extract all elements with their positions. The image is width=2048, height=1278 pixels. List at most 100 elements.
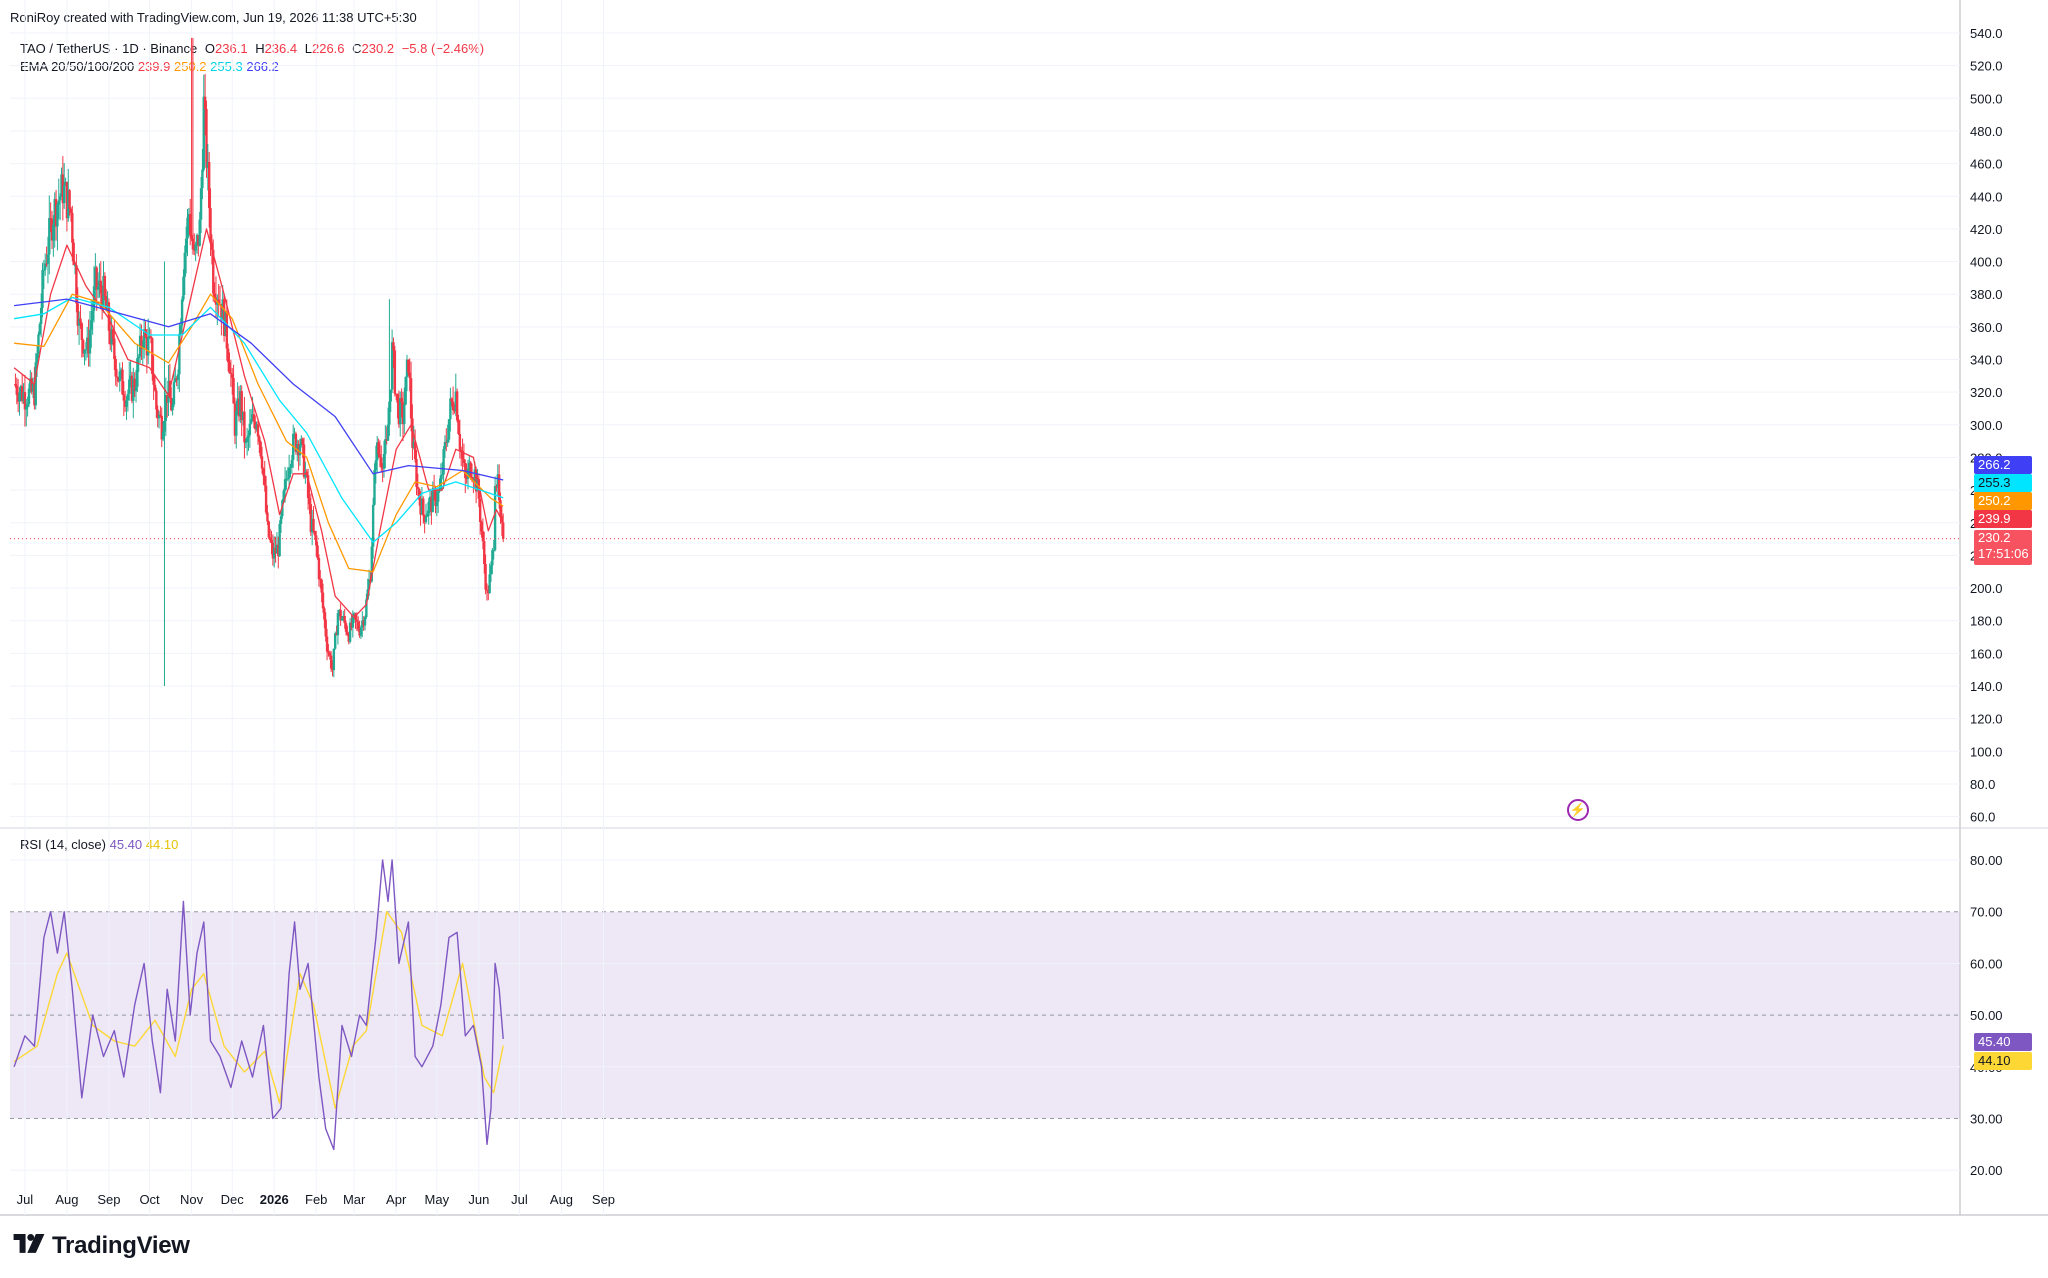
candle-down: [327, 651, 330, 653]
close-label: C: [352, 41, 362, 56]
candle-up: [29, 378, 32, 389]
candle-up: [83, 349, 86, 354]
ema50-line: [14, 293, 504, 573]
candle-up: [248, 423, 252, 436]
candle-down: [381, 467, 384, 469]
price-tick-label: 480.0: [1970, 124, 2003, 139]
candle-up: [285, 478, 288, 480]
time-tick-label: Oct: [139, 1192, 160, 1207]
candle-up: [201, 169, 204, 189]
candle-down: [122, 394, 126, 401]
price-tick-label: 380.0: [1970, 287, 2003, 302]
candle-down: [400, 398, 403, 403]
candle-up: [22, 392, 25, 401]
candle-down: [451, 401, 455, 411]
symbol-legend[interactable]: TAO / TetherUS · 1D · Binance O236.1 H23…: [20, 41, 484, 56]
candle-up: [310, 518, 314, 533]
low-value: 226.6: [311, 41, 345, 56]
candle-up: [491, 550, 494, 566]
rsi-legend[interactable]: RSI (14, close) 45.40 44.10: [20, 837, 178, 852]
candle-up: [221, 299, 224, 320]
candle-up: [35, 353, 39, 363]
candle-down: [76, 303, 79, 326]
candle-up: [390, 342, 394, 390]
candle-down: [123, 400, 127, 407]
candle-down: [477, 479, 481, 499]
candle-down: [499, 500, 502, 517]
candle-up: [157, 414, 161, 419]
rsi-tick-label: 60.00: [1970, 956, 2003, 971]
candle-up: [332, 648, 336, 671]
open-value: 236.1: [215, 41, 248, 56]
candle-up: [352, 613, 356, 616]
candle-down: [487, 590, 490, 593]
ema20-line: [13, 228, 504, 619]
candle-down: [396, 393, 399, 403]
rsi-line: [13, 859, 504, 1151]
candle-down: [243, 411, 246, 443]
candle-up: [334, 633, 337, 649]
candle-down: [458, 433, 462, 451]
time-tick-label: Aug: [55, 1192, 78, 1207]
candle-up: [428, 496, 432, 503]
candle-up: [96, 286, 100, 290]
candle-down: [258, 436, 261, 442]
price-tick-label: 200.0: [1970, 581, 2003, 596]
time-tick-label: Jul: [17, 1192, 34, 1207]
candle-down: [270, 540, 273, 543]
candle-down: [346, 631, 349, 635]
candle-down: [316, 545, 319, 559]
candle-down: [23, 392, 27, 410]
candle-down: [355, 619, 359, 622]
candle-down: [461, 450, 464, 460]
candle-up: [374, 460, 378, 471]
tradingview-brand[interactable]: TradingView: [12, 1232, 190, 1260]
candle-up: [119, 369, 123, 372]
candle-up: [279, 516, 283, 524]
candle-down: [260, 456, 264, 469]
rsi-tick-label: 20.00: [1970, 1163, 2003, 1178]
candle-down: [309, 504, 313, 533]
candle-down: [455, 391, 459, 421]
ema-legend[interactable]: EMA 20/50/100/200 239.9 250.2 255.3 266.…: [20, 59, 279, 74]
candle-down: [229, 373, 233, 375]
candle-down: [267, 521, 271, 538]
candle-up: [287, 467, 291, 479]
candle-down: [71, 213, 74, 243]
candle-down: [481, 531, 485, 542]
time-tick-label: Feb: [305, 1192, 327, 1207]
candle-up: [278, 523, 281, 557]
candle-down: [50, 218, 54, 241]
candle-up: [488, 574, 491, 593]
candle-down: [210, 242, 214, 250]
ema100-price-label: 255.3: [1974, 474, 2032, 492]
candle-down: [203, 96, 207, 110]
candle-down: [377, 442, 380, 455]
ema20-price-label: 239.9: [1974, 510, 2032, 528]
price-tick-label: 360.0: [1970, 320, 2003, 335]
candle-up: [26, 404, 29, 407]
candle-up: [137, 356, 140, 359]
candle-up: [91, 310, 94, 321]
candle-up: [94, 267, 97, 287]
time-tick-label: Jul: [511, 1192, 528, 1207]
bar-countdown: 17:51:06: [1978, 546, 2029, 561]
candle-down: [209, 208, 212, 243]
candle-down: [113, 338, 116, 360]
flash-icon[interactable]: ⚡: [1567, 799, 1589, 821]
candle-up: [348, 622, 352, 642]
candle-up: [44, 263, 47, 270]
candle-up: [37, 334, 40, 354]
candle-down: [358, 629, 361, 636]
time-tick-label: Aug: [550, 1192, 573, 1207]
candle-up: [373, 470, 376, 505]
candle-up: [449, 398, 452, 420]
candle-down: [225, 311, 228, 349]
candle-down: [100, 293, 104, 310]
tradingview-logo-icon: [13, 1234, 45, 1253]
candle-down: [81, 339, 85, 354]
candle-down: [165, 395, 169, 403]
candle-down: [252, 414, 256, 422]
candle-down: [478, 498, 482, 522]
